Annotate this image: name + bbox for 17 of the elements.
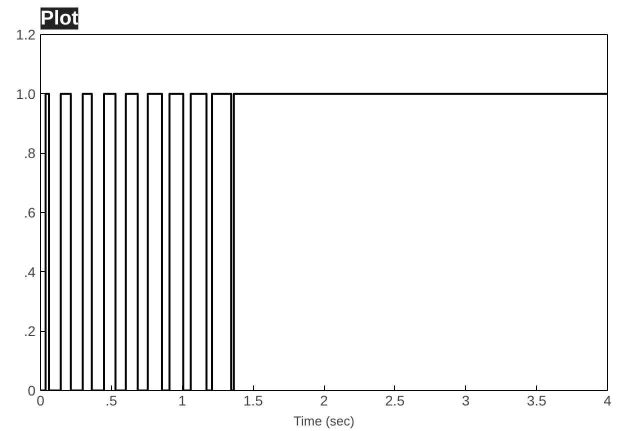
y-tick-label: .6: [24, 204, 36, 220]
x-tick-label: 2.5: [385, 392, 405, 408]
y-tick-label: .4: [24, 264, 36, 280]
x-tick-label: 2: [320, 392, 328, 408]
x-axis-title: Time (sec): [294, 414, 354, 428]
x-tick-label: 1: [178, 392, 186, 408]
chart-title: Plot: [40, 8, 79, 30]
x-tick-label: 1.5: [243, 392, 264, 408]
y-tick-label: 1.0: [16, 86, 36, 102]
y-tick-label: .2: [24, 323, 36, 340]
x-tick-label: 3.5: [526, 392, 547, 408]
x-tick-label: 3: [462, 392, 470, 408]
y-tick-label: 0: [28, 382, 36, 398]
y-tick-label: 1.2: [16, 26, 36, 42]
y-tick-label: .8: [24, 145, 36, 162]
x-tick-label: 4: [604, 392, 612, 408]
x-tick-label: .5: [106, 392, 118, 408]
